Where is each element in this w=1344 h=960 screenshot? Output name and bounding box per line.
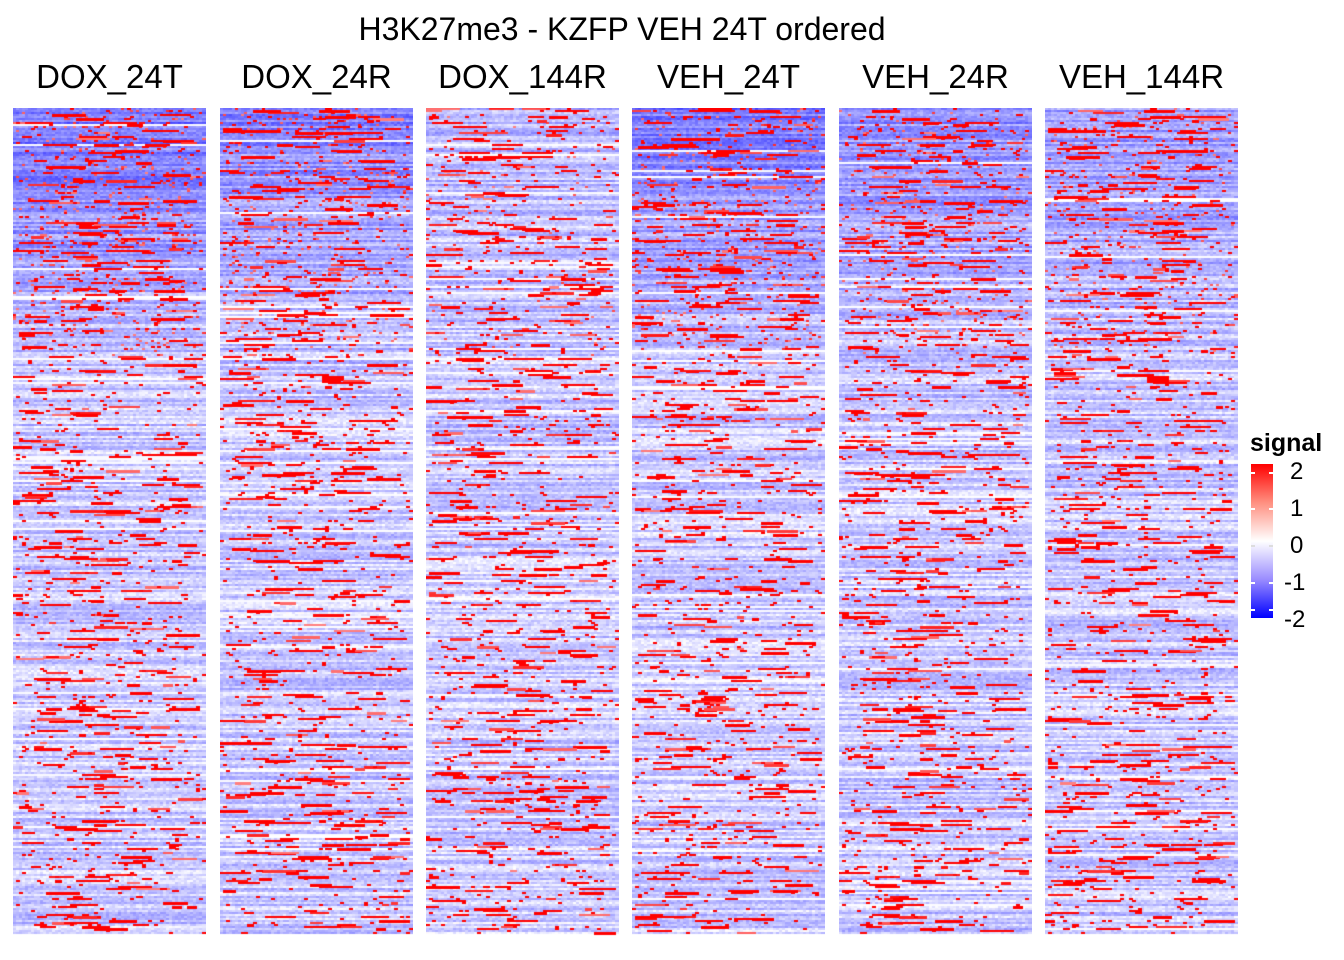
panel-label-veh-24t: VEH_24T — [656, 58, 801, 95]
legend-tick-label: -2 — [1284, 606, 1306, 633]
heatmap-panel-dox-24t — [13, 108, 206, 943]
heatmap-panel-dox-144r — [426, 108, 619, 943]
legend-tick-label: 1 — [1290, 495, 1304, 522]
panel-label-dox-24t: DOX_24T — [36, 58, 183, 95]
legend-colorbar — [1251, 464, 1273, 618]
panel-label-dox-144r: DOX_144R — [438, 58, 607, 95]
legend-tick-label: -1 — [1284, 569, 1306, 596]
heatmap-panel-dox-24r — [220, 108, 413, 943]
panel-label-veh-144r: VEH_144R — [1058, 58, 1225, 95]
chart-title: H3K27me3 - KZFP VEH 24T ordered — [358, 11, 886, 47]
color-legend: signal 2 1 0 — [1250, 428, 1340, 638]
panel-label-veh-24r: VEH_24R — [862, 58, 1009, 95]
heatmap-panel-veh-24t — [632, 108, 825, 943]
panel-label-dox-24r: DOX_24R — [241, 58, 392, 95]
legend-tick-label: 2 — [1290, 458, 1304, 485]
legend-title: signal — [1250, 429, 1323, 457]
heatmap-panel-veh-24r — [839, 108, 1032, 943]
legend-tick-label: 0 — [1290, 532, 1304, 559]
heatmap-panel-veh-144r — [1045, 108, 1238, 943]
legend-gradient — [1251, 464, 1273, 618]
